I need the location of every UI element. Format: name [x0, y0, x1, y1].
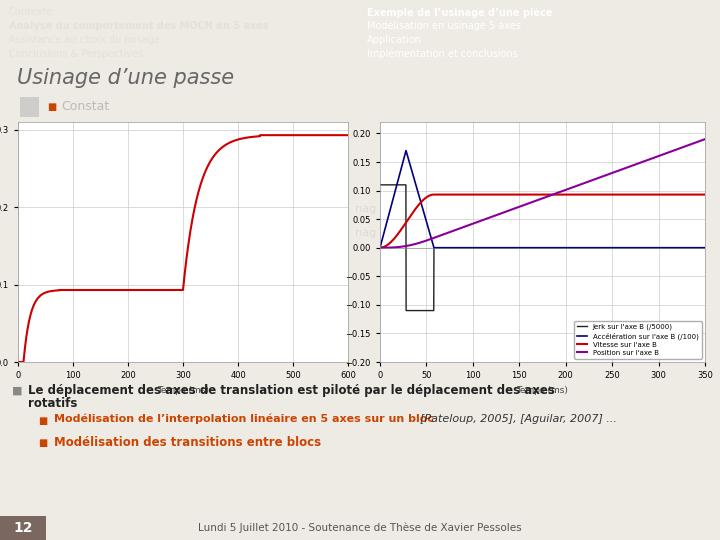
- Text: Exemple de l’usinage d’une pièce: Exemple de l’usinage d’une pièce: [367, 7, 552, 18]
- Text: Constat: Constat: [61, 100, 109, 113]
- Text: ■: ■: [38, 438, 48, 448]
- Bar: [20, 97, 39, 117]
- Text: Modélisation des transitions entre blocs: Modélisation des transitions entre blocs: [54, 436, 321, 449]
- Text: nag: nag: [355, 228, 376, 238]
- Text: nag: nag: [355, 204, 376, 214]
- Text: Implémentation et conclusions: Implémentation et conclusions: [367, 49, 518, 59]
- Text: Lundi 5 Juillet 2010 - Soutenance de Thèse de Xavier Pessoles: Lundi 5 Juillet 2010 - Soutenance de Thè…: [198, 523, 522, 534]
- Text: Le déplacement des axes de translation est piloté par le déplacement des axes: Le déplacement des axes de translation e…: [28, 384, 555, 397]
- Text: ■: ■: [48, 102, 57, 112]
- X-axis label: Temps (ms): Temps (ms): [516, 386, 568, 395]
- Text: Application: Application: [367, 35, 422, 45]
- Bar: [0, 516, 46, 540]
- Text: Usinage d’une passe: Usinage d’une passe: [17, 68, 234, 88]
- X-axis label: Temps (ms): Temps (ms): [157, 386, 209, 395]
- Text: Analyse du comportement des MOCN en 5 axes: Analyse du comportement des MOCN en 5 ax…: [9, 21, 269, 31]
- Legend: Jerk sur l'axe B (/5000), Accélération sur l'axe B (/100), Vitesse sur l'axe B, : Jerk sur l'axe B (/5000), Accélération s…: [574, 321, 701, 359]
- Text: Modélisation de l’interpolation linéaire en 5 axes sur un bloc: Modélisation de l’interpolation linéaire…: [54, 414, 434, 424]
- Text: ■: ■: [38, 416, 48, 426]
- Text: 12: 12: [13, 521, 32, 535]
- Text: Assistance au choix du posage: Assistance au choix du posage: [9, 35, 160, 45]
- Text: ■: ■: [12, 386, 22, 396]
- Text: Conclusions & Perspectives: Conclusions & Perspectives: [9, 49, 143, 59]
- Text: [Pateloup, 2005], [Aguilar, 2007] ...: [Pateloup, 2005], [Aguilar, 2007] ...: [420, 414, 617, 424]
- Text: rotatifs: rotatifs: [28, 397, 77, 410]
- Text: Modélisation en usinage 5 axes: Modélisation en usinage 5 axes: [367, 21, 521, 31]
- Text: Contexte: Contexte: [9, 8, 53, 17]
